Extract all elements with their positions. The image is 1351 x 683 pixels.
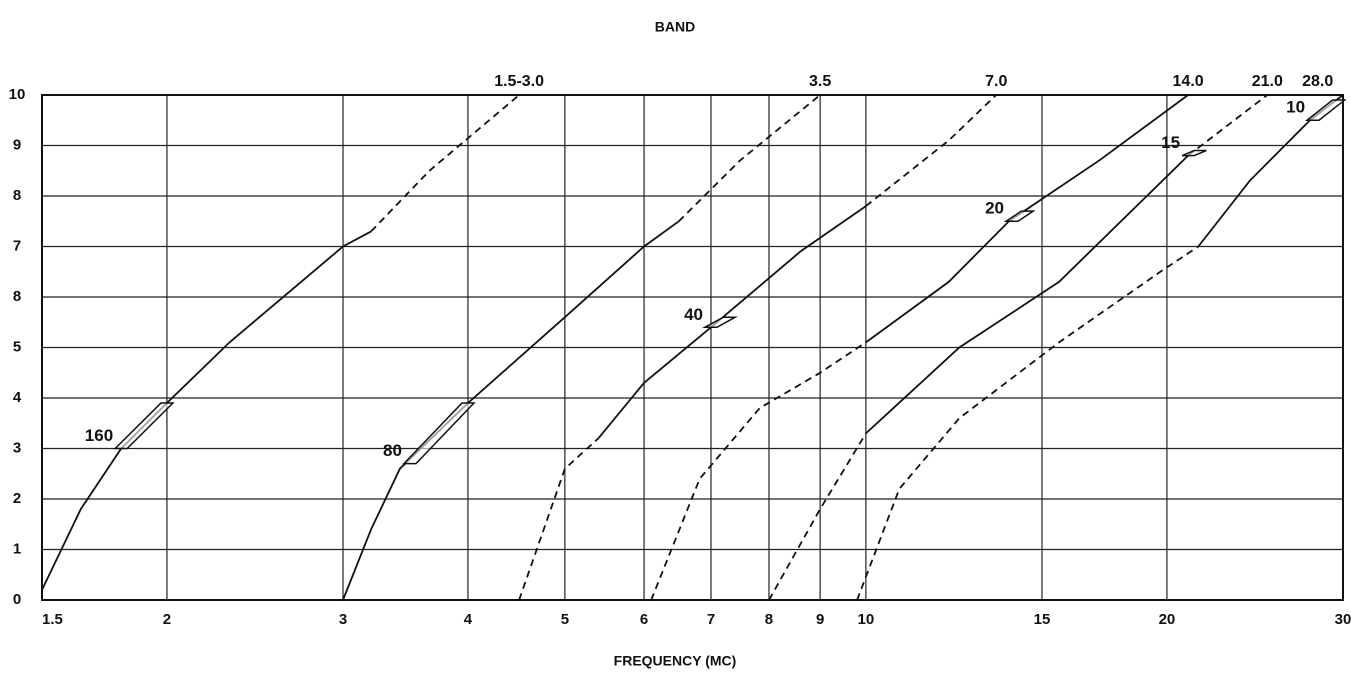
y-tick-label: 0 [13, 591, 21, 608]
band-marker [1003, 210, 1036, 222]
band-label: 28.0 [1302, 73, 1333, 90]
band-marker-label: 20 [985, 199, 1004, 218]
x-tick-label: 2 [163, 611, 171, 628]
band-label: 3.5 [809, 73, 831, 90]
band-label: 7.0 [985, 73, 1007, 90]
curve [865, 94, 1189, 344]
x-tick-label: 7 [707, 611, 715, 628]
curve [678, 94, 821, 222]
x-tick-label: 30 [1335, 611, 1351, 628]
band-label: 14.0 [1173, 73, 1204, 90]
chart-title: BAND [655, 19, 695, 35]
x-tick-label: 20 [1159, 611, 1176, 628]
band-marker-label: 80 [383, 441, 402, 460]
plot-frame [41, 94, 1344, 601]
x-tick-label: 10 [858, 611, 875, 628]
y-tick-label: 3 [13, 439, 21, 456]
band-marker-label: 40 [684, 305, 703, 324]
x-tick-label: 5 [561, 611, 569, 628]
band-marker-label: 15 [1161, 133, 1180, 152]
y-tick-label: 5 [13, 338, 21, 355]
y-tick-label: 2 [13, 490, 21, 507]
y-tick-label: 7 [13, 237, 21, 254]
y-tick-label: 1 [13, 540, 21, 557]
x-tick-label: 9 [816, 611, 824, 628]
x-tick-label: 6 [640, 611, 648, 628]
band-label: 1.5-3.0 [494, 73, 544, 90]
y-tick-label: 9 [13, 136, 21, 153]
x-tick-label: 8 [765, 611, 773, 628]
x-axis-label: FREQUENCY (MC) [614, 653, 737, 669]
curve [370, 94, 520, 233]
curve [865, 154, 1189, 435]
curve [1187, 94, 1268, 157]
band-marker [702, 316, 739, 329]
curve [768, 432, 867, 601]
y-tick-label: 10 [9, 86, 26, 103]
curve [41, 230, 372, 591]
band-marker-label: 10 [1286, 98, 1305, 117]
x-tick-label: 3 [339, 611, 347, 628]
curve [342, 220, 680, 601]
band-label: 21.0 [1252, 73, 1283, 90]
curve [856, 245, 1199, 601]
curve [597, 205, 867, 439]
band-marker [402, 402, 476, 465]
y-tick-label: 4 [13, 389, 22, 406]
x-tick-label: 15 [1034, 611, 1051, 628]
x-tick-label: 4 [464, 611, 473, 628]
curve [518, 437, 599, 601]
y-tick-label: 8 [13, 288, 21, 305]
curve [650, 341, 867, 601]
x-tick-label: 1.5 [42, 611, 63, 628]
band-marker [1181, 149, 1207, 157]
band-marker [1304, 99, 1347, 121]
band-marker [113, 402, 175, 450]
band-marker-label: 160 [85, 426, 113, 445]
y-tick-label: 8 [13, 187, 21, 204]
curve [865, 94, 997, 207]
